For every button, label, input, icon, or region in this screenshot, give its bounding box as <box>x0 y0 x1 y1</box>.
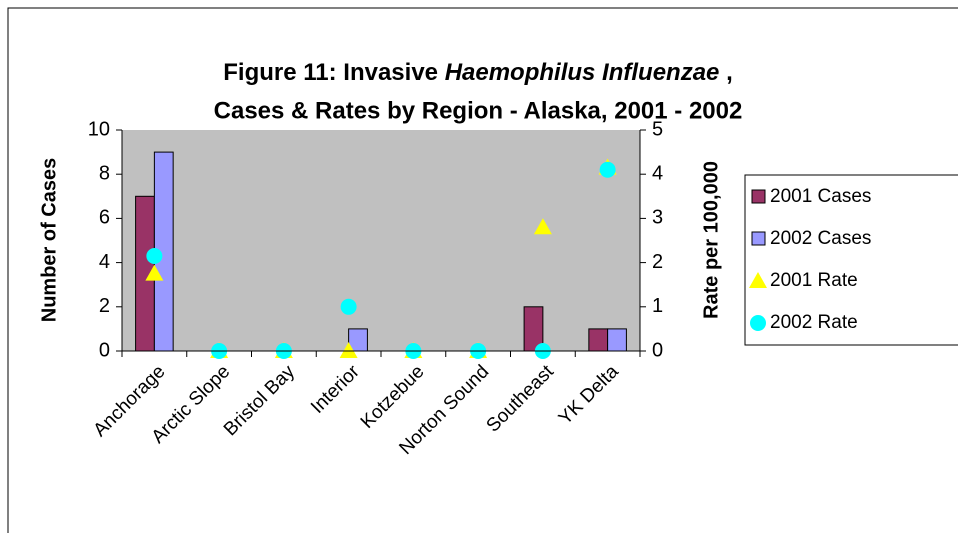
y-tick-label: 8 <box>99 162 110 184</box>
y-tick-label: 10 <box>88 118 110 140</box>
y2-axis-label: Rate per 100,000 <box>700 161 722 319</box>
y2-tick-label: 3 <box>652 207 663 229</box>
y2-tick-label: 5 <box>652 118 663 140</box>
y2-tick-label: 0 <box>652 339 663 361</box>
y-axis-label: Number of Cases <box>38 158 60 323</box>
y-tick-label: 4 <box>99 251 110 273</box>
rate-marker <box>145 264 164 281</box>
chart-title: Figure 11: Invasive Haemophilus Influenz… <box>223 59 733 86</box>
legend-swatch <box>751 231 766 246</box>
y-tick-label: 6 <box>99 207 110 229</box>
legend-swatch <box>750 315 766 331</box>
rate-marker <box>599 161 616 178</box>
bar <box>588 328 609 352</box>
legend-label: 2002 Rate <box>770 312 858 333</box>
chart-title: Cases & Rates by Region - Alaska, 2001 -… <box>214 97 743 124</box>
legend-swatch <box>751 189 766 204</box>
title-part: , <box>719 59 732 86</box>
title-part: Haemophilus Influenzae <box>445 59 720 86</box>
legend-swatch <box>749 272 767 288</box>
legend-label: 2001 Cases <box>770 186 871 207</box>
rate-marker <box>533 218 552 235</box>
y-tick-label: 0 <box>99 339 110 361</box>
bar <box>607 328 627 352</box>
y2-tick-label: 4 <box>652 162 663 184</box>
rate-marker <box>340 298 357 315</box>
y2-tick-label: 2 <box>652 251 663 273</box>
y-tick-label: 2 <box>99 295 110 317</box>
plot-area <box>122 130 640 351</box>
legend-label: 2001 Rate <box>770 270 858 291</box>
legend-label: 2002 Cases <box>770 228 871 249</box>
legend-box <box>744 174 958 346</box>
rate-marker <box>146 247 163 264</box>
title-part: Figure 11: Invasive <box>223 59 444 86</box>
y2-tick-label: 1 <box>652 295 663 317</box>
rate-marker <box>339 342 358 358</box>
